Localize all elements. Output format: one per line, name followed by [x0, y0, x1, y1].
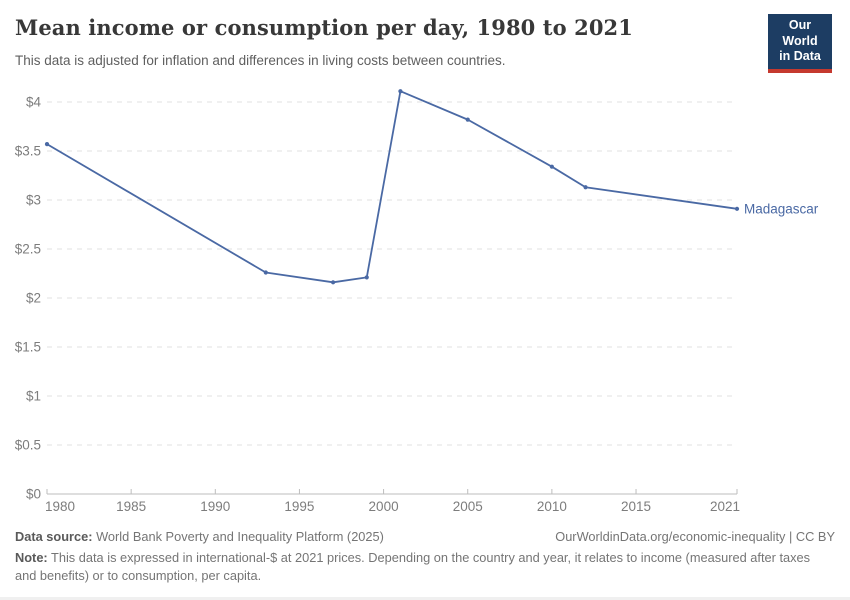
owid-logo-line1: Our World: [782, 18, 818, 48]
line-chart: $0 $0.5 $1 $1.5 $2 $2.5 $3 $3.5 $4 1980 1985 1990 19…: [15, 89, 819, 514]
data-point[interactable]: [465, 117, 470, 122]
data-point[interactable]: [734, 206, 740, 211]
y-tick-label: $1: [26, 389, 41, 404]
page-title: Mean income or consumption per day, 1980…: [15, 15, 633, 40]
data-source-label: Data source:: [15, 529, 93, 544]
x-tick-label: 2005: [453, 499, 483, 514]
data-source-text: World Bank Poverty and Inequality Platfo…: [92, 529, 384, 544]
y-tick-label: $3.5: [15, 144, 41, 159]
y-tick-label: $3: [26, 193, 41, 208]
data-source-line: Data source: World Bank Poverty and Ineq…: [15, 529, 384, 544]
x-tick-label: 2010: [537, 499, 567, 514]
owid-citation-link[interactable]: OurWorldinData.org/economic-inequality |…: [555, 529, 835, 544]
y-tick-label: $2: [26, 291, 41, 306]
x-tick-label: 2015: [621, 499, 651, 514]
y-tick-label: $4: [26, 95, 42, 110]
y-tick-label: $2.5: [15, 242, 41, 257]
data-point[interactable]: [330, 280, 336, 285]
x-tick-label: 1985: [116, 499, 146, 514]
x-tick-label: 2021: [710, 499, 740, 514]
chart-subtitle: This data is adjusted for inflation and …: [15, 53, 506, 68]
footer-row: Data source: World Bank Poverty and Ineq…: [15, 529, 835, 544]
data-point[interactable]: [44, 142, 50, 147]
series-line-madagascar[interactable]: [46, 90, 738, 284]
data-point[interactable]: [549, 164, 554, 169]
series-label-madagascar[interactable]: Madagascar: [744, 201, 819, 216]
data-point[interactable]: [364, 275, 369, 280]
bottom-edge-strip: [0, 597, 850, 600]
data-point[interactable]: [263, 270, 268, 275]
y-tick-label: $0.5: [15, 438, 41, 453]
footer-note: Note: This data is expressed in internat…: [15, 549, 830, 585]
note-text: This data is expressed in international-…: [15, 550, 811, 584]
owid-logo-line2: in Data: [779, 49, 821, 64]
note-label: Note:: [15, 550, 48, 565]
data-point[interactable]: [583, 185, 588, 190]
y-tick-label: $1.5: [15, 340, 41, 355]
data-point[interactable]: [398, 89, 403, 94]
y-tick-label: $0: [26, 487, 41, 502]
owid-logo[interactable]: Our World in Data: [768, 14, 832, 73]
x-tick-label: 1980: [45, 499, 75, 514]
x-tick-label: 1995: [284, 499, 314, 514]
x-tick-label: 2000: [369, 499, 399, 514]
x-tick-label: 1990: [200, 499, 230, 514]
